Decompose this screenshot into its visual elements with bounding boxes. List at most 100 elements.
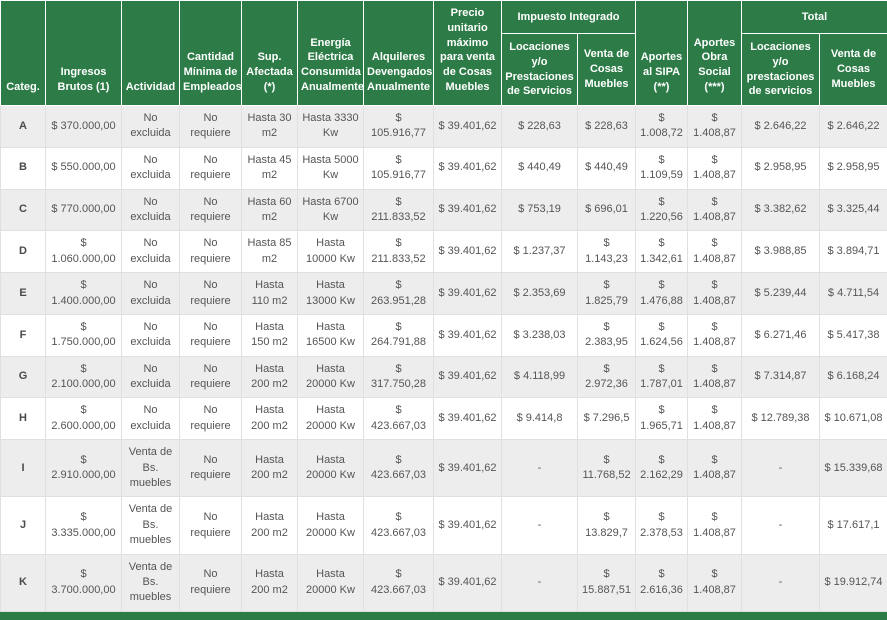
cell-impuesto-servicios: $ 9.414,8 xyxy=(502,398,578,440)
header-group-impuesto-integrado: Impuesto Integrado xyxy=(502,1,636,34)
cell-obra-social: $ 1.408,87 xyxy=(688,189,742,231)
cell-impuesto-servicios: $ 2.353,69 xyxy=(502,273,578,315)
cell-actividad: No excluida xyxy=(122,398,180,440)
table-row: B $ 550.000,00 No excluida No requiere H… xyxy=(1,147,887,189)
cell-total-muebles: $ 5.417,38 xyxy=(820,314,887,356)
header-alquileres: Alquileres Devengados Anualmente xyxy=(364,1,434,106)
cell-superficie: Hasta 200 m2 xyxy=(242,554,298,611)
cell-empleados: No requiere xyxy=(180,440,242,497)
cell-total-muebles: $ 19.912,74 xyxy=(820,554,887,611)
cell-energia: Hasta 16500 Kw xyxy=(298,314,364,356)
category-cell: D xyxy=(1,231,46,273)
cell-impuesto-muebles: $ 1.143,23 xyxy=(578,231,636,273)
cell-impuesto-servicios: - xyxy=(502,497,578,554)
cell-empleados: No requiere xyxy=(180,356,242,398)
cell-empleados: No requiere xyxy=(180,398,242,440)
cell-obra-social: $ 1.408,87 xyxy=(688,231,742,273)
cell-aportes-sipa: $ 1.109,59 xyxy=(636,147,688,189)
header-actividad: Actividad xyxy=(122,1,180,106)
table-footer-bar xyxy=(0,612,887,620)
table-row: C $ 770.000,00 No excluida No requiere H… xyxy=(1,189,887,231)
cell-total-servicios: $ 12.789,38 xyxy=(742,398,820,440)
cell-total-servicios: $ 6.271,46 xyxy=(742,314,820,356)
cell-actividad: No excluida xyxy=(122,147,180,189)
cell-alquileres: $ 105.916,77 xyxy=(364,106,434,148)
table-row: F $ 1.750.000,00 No excluida No requiere… xyxy=(1,314,887,356)
cell-precio-unitario: $ 39.401,62 xyxy=(434,314,502,356)
cell-impuesto-servicios: - xyxy=(502,440,578,497)
cell-empleados: No requiere xyxy=(180,189,242,231)
cell-ingresos-brutos: $ 3.700.000,00 xyxy=(46,554,122,611)
header-aportes-obra-social: Aportes Obra Social (***) xyxy=(688,1,742,106)
cell-ingresos-brutos: $ 770.000,00 xyxy=(46,189,122,231)
cell-energia: Hasta 13000 Kw xyxy=(298,273,364,315)
cell-energia: Hasta 6700 Kw xyxy=(298,189,364,231)
cell-alquileres: $ 423.667,03 xyxy=(364,398,434,440)
cell-precio-unitario: $ 39.401,62 xyxy=(434,398,502,440)
cell-empleados: No requiere xyxy=(180,314,242,356)
table-body: A $ 370.000,00 No excluida No requiere H… xyxy=(1,106,887,612)
cell-impuesto-servicios: $ 3.238,03 xyxy=(502,314,578,356)
cell-aportes-sipa: $ 2.378,53 xyxy=(636,497,688,554)
cell-impuesto-servicios: - xyxy=(502,554,578,611)
cell-energia: Hasta 10000 Kw xyxy=(298,231,364,273)
cell-actividad: No excluida xyxy=(122,273,180,315)
header-ingresos-brutos: Ingresos Brutos (1) xyxy=(46,1,122,106)
cell-energia: Hasta 5000 Kw xyxy=(298,147,364,189)
cell-impuesto-servicios: $ 228,63 xyxy=(502,106,578,148)
cell-energia: Hasta 20000 Kw xyxy=(298,356,364,398)
cell-energia: Hasta 20000 Kw xyxy=(298,440,364,497)
cell-obra-social: $ 1.408,87 xyxy=(688,314,742,356)
cell-aportes-sipa: $ 1.342,61 xyxy=(636,231,688,273)
cell-ingresos-brutos: $ 3.335.000,00 xyxy=(46,497,122,554)
table-row: J $ 3.335.000,00 Venta de Bs. muebles No… xyxy=(1,497,887,554)
cell-precio-unitario: $ 39.401,62 xyxy=(434,273,502,315)
header-superficie: Sup. Afectada (*) xyxy=(242,1,298,106)
cell-total-muebles: $ 6.168,24 xyxy=(820,356,887,398)
cell-actividad: No excluida xyxy=(122,356,180,398)
cell-total-servicios: - xyxy=(742,497,820,554)
header-categ: Categ. xyxy=(1,1,46,106)
cell-precio-unitario: $ 39.401,62 xyxy=(434,356,502,398)
cell-precio-unitario: $ 39.401,62 xyxy=(434,147,502,189)
cell-superficie: Hasta 150 m2 xyxy=(242,314,298,356)
table-row: G $ 2.100.000,00 No excluida No requiere… xyxy=(1,356,887,398)
cell-superficie: Hasta 30 m2 xyxy=(242,106,298,148)
category-cell: C xyxy=(1,189,46,231)
cell-empleados: No requiere xyxy=(180,231,242,273)
cell-actividad: Venta de Bs. muebles xyxy=(122,440,180,497)
category-cell: K xyxy=(1,554,46,611)
cell-energia: Hasta 3330 Kw xyxy=(298,106,364,148)
category-cell: E xyxy=(1,273,46,315)
cell-obra-social: $ 1.408,87 xyxy=(688,398,742,440)
cell-total-muebles: $ 17.617,1 xyxy=(820,497,887,554)
cell-superficie: Hasta 85 m2 xyxy=(242,231,298,273)
cell-superficie: Hasta 60 m2 xyxy=(242,189,298,231)
cell-actividad: Venta de Bs. muebles xyxy=(122,554,180,611)
cell-impuesto-muebles: $ 696,01 xyxy=(578,189,636,231)
cell-ingresos-brutos: $ 550.000,00 xyxy=(46,147,122,189)
cell-precio-unitario: $ 39.401,62 xyxy=(434,189,502,231)
cell-alquileres: $ 423.667,03 xyxy=(364,554,434,611)
cell-precio-unitario: $ 39.401,62 xyxy=(434,106,502,148)
cell-aportes-sipa: $ 1.624,56 xyxy=(636,314,688,356)
cell-total-muebles: $ 3.894,71 xyxy=(820,231,887,273)
cell-aportes-sipa: $ 1.476,88 xyxy=(636,273,688,315)
cell-aportes-sipa: $ 1.008,72 xyxy=(636,106,688,148)
table-row: E $ 1.400.000,00 No excluida No requiere… xyxy=(1,273,887,315)
cell-aportes-sipa: $ 1.787,01 xyxy=(636,356,688,398)
cell-impuesto-muebles: $ 440,49 xyxy=(578,147,636,189)
category-cell: J xyxy=(1,497,46,554)
table-row: I $ 2.910.000,00 Venta de Bs. muebles No… xyxy=(1,440,887,497)
cell-alquileres: $ 264.791,88 xyxy=(364,314,434,356)
cell-precio-unitario: $ 39.401,62 xyxy=(434,497,502,554)
cell-impuesto-muebles: $ 15.887,51 xyxy=(578,554,636,611)
cell-total-servicios: $ 2.646,22 xyxy=(742,106,820,148)
cell-impuesto-muebles: $ 7.296,5 xyxy=(578,398,636,440)
cell-ingresos-brutos: $ 1.400.000,00 xyxy=(46,273,122,315)
header-impuesto-muebles: Venta de Cosas Muebles xyxy=(578,34,636,106)
cell-aportes-sipa: $ 1.965,71 xyxy=(636,398,688,440)
cell-obra-social: $ 1.408,87 xyxy=(688,554,742,611)
cell-aportes-sipa: $ 2.162,29 xyxy=(636,440,688,497)
